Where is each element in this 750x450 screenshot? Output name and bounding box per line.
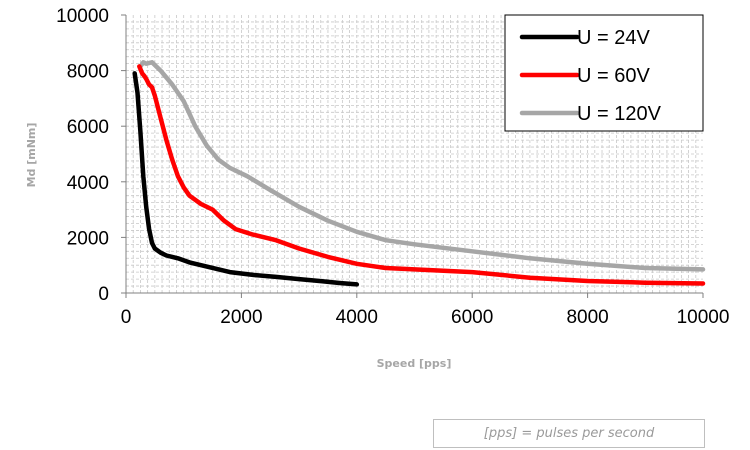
x-tick-label: 10000 [677, 307, 730, 328]
series-line-u-120v [138, 60, 706, 272]
tick-labels: 0 2000 4000 6000 8000 10000 0 2000 4000 6000 8000 1… [56, 6, 729, 328]
y-tick-label: 8000 [67, 62, 109, 83]
x-axis-title: Speed [pps] [377, 357, 452, 370]
y-tick-label: 2000 [67, 228, 109, 249]
y-tick-label: 10000 [56, 6, 109, 27]
y-axis-title: Md [mNm] [25, 123, 38, 188]
legend-label: U = 60V [577, 65, 650, 87]
legend-label: U = 24V [577, 27, 650, 49]
y-tick-label: 6000 [67, 117, 109, 138]
units-note: [pps] = pulses per second [433, 419, 705, 448]
x-tick-label: 0 [121, 307, 132, 328]
legend-label: U = 120V [577, 103, 662, 125]
y-tick-label: 4000 [67, 173, 109, 194]
x-tick-label: 4000 [336, 307, 378, 328]
series-line-u-24v [132, 71, 360, 287]
y-tick-label: 0 [98, 284, 109, 305]
series-lines [132, 60, 706, 287]
axes [121, 14, 704, 298]
legend: U = 24V U = 60V U = 120V [504, 14, 704, 132]
x-tick-label: 2000 [220, 307, 262, 328]
x-tick-label: 8000 [566, 307, 608, 328]
x-tick-label: 6000 [451, 307, 493, 328]
series-line-u-60v [137, 64, 706, 286]
